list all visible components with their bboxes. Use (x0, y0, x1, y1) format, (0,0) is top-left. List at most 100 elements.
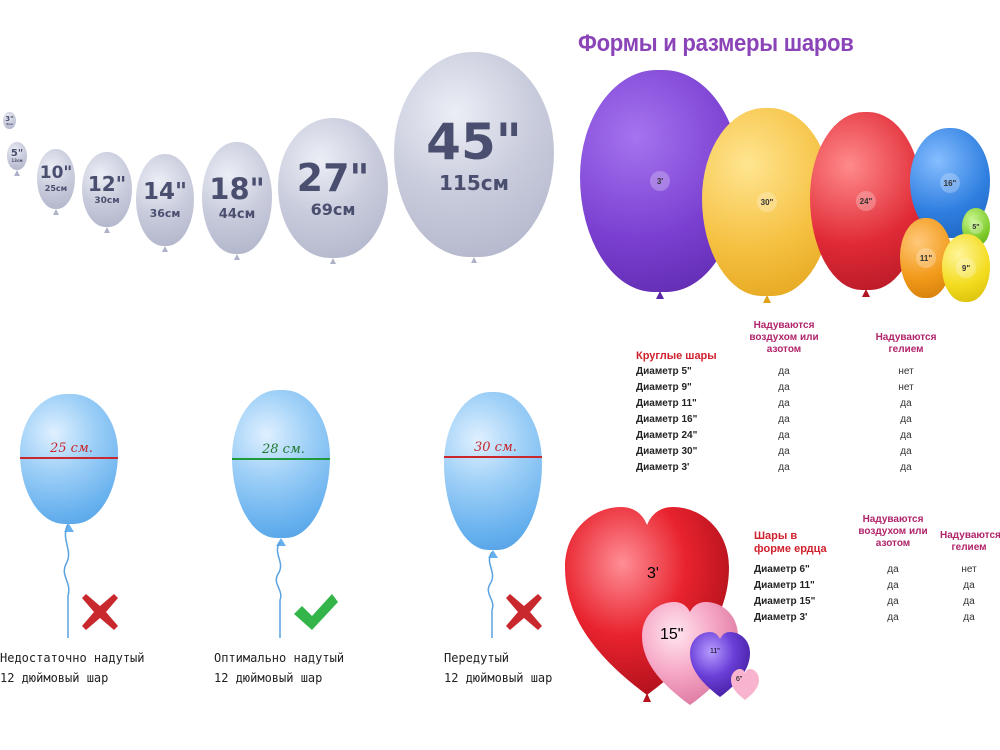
balloon-label: 30" (757, 192, 777, 212)
air-cell: да (887, 612, 899, 623)
air-cell: да (778, 366, 790, 377)
round-balloons-table: Надуваются воздухом или азотом Надуваютс… (636, 320, 976, 480)
table-heading: Круглые шары (636, 350, 717, 362)
cm-label: 44см (218, 207, 256, 222)
balloon-3in: 3" 8см (3, 112, 16, 129)
air-cell: да (887, 596, 899, 607)
caption-under: Недостаточно надутый 12 дюймовый шар (0, 648, 145, 688)
measure-label: 28 см. (262, 442, 305, 457)
helium-cell: да (900, 398, 912, 409)
helium-cell: нет (898, 382, 914, 393)
row-label: Диаметр 11" (636, 398, 697, 409)
balloon-strings (63, 523, 494, 638)
cross-icon (506, 594, 542, 630)
table-heading: Шары в форме ердца (754, 530, 827, 555)
balloon-14in: 14" 36см (136, 154, 194, 252)
heart-label: 11" (710, 648, 720, 655)
size-label: 45" (426, 112, 522, 171)
cm-label: 69см (310, 199, 356, 219)
heart-label: 15" (660, 626, 684, 643)
balloon-10in: 10" 25см (37, 149, 75, 215)
size-label: 10" (39, 163, 73, 183)
helium-cell: да (900, 446, 912, 457)
air-cell: да (778, 430, 790, 441)
balloon-45in: 45" 115см (394, 52, 554, 263)
measure-line (444, 456, 542, 458)
measure-line (20, 457, 118, 459)
balloon-label: 9" (956, 258, 976, 278)
size-label: 27" (296, 155, 370, 200)
row-label: Диаметр 30" (636, 446, 698, 457)
balloon-label: 3' (650, 171, 670, 191)
balloon-label: 16" (940, 173, 960, 193)
measure-label: 30 см. (474, 440, 517, 455)
col-helium-header: Надуваются гелием (940, 530, 1000, 553)
cm-label: 25см (44, 184, 68, 193)
size-label: 12" (87, 171, 127, 196)
helium-cell: да (963, 580, 975, 591)
size-label: 18" (209, 172, 265, 206)
balloon-5in: 5" 13см (7, 142, 27, 176)
size-label: 3" (5, 114, 14, 123)
size-label: 5" (10, 148, 24, 159)
blue-balloon-optimal (232, 390, 330, 546)
heart-balloons-table: Шары в форме ердца Надуваются воздухом и… (752, 514, 1000, 634)
air-cell: да (778, 446, 790, 457)
cm-label: 30см (94, 195, 120, 206)
size-label: 14" (143, 179, 187, 205)
balloon-label: 5" (969, 220, 983, 234)
page-title: Формы и размеры шаров (578, 30, 854, 57)
air-cell: да (778, 398, 790, 409)
balloon-27in: 27" 69см (278, 118, 388, 264)
caption-line1: Недостаточно надутый (0, 651, 145, 665)
balloon-label: 11" (916, 248, 936, 268)
row-label: Диаметр 15" (754, 596, 816, 607)
caption-over: Передутый 12 дюймовый шар (444, 648, 552, 688)
cm-label: 36см (149, 207, 181, 220)
air-cell: да (778, 414, 790, 425)
helium-cell: да (963, 596, 975, 607)
cross-icon (82, 594, 118, 630)
caption-optimal: Оптимально надутый 12 дюймовый шар (214, 648, 344, 688)
row-label: Диаметр 6" (754, 564, 810, 575)
row-label: Диаметр 3' (636, 462, 690, 473)
measure-label: 25 см. (50, 441, 93, 456)
helium-cell: да (900, 414, 912, 425)
row-label: Диаметр 3' (754, 612, 808, 623)
helium-cell: нет (898, 366, 914, 377)
caption-line1: Передутый (444, 651, 510, 665)
col-air-header: Надуваются воздухом или азотом (858, 514, 928, 549)
caption-line2: 12 дюймовый шар (0, 671, 109, 685)
helium-cell: да (900, 430, 912, 441)
cm-label: 115см (439, 170, 509, 195)
air-cell: да (778, 382, 790, 393)
col-air-header: Надуваются воздухом или азотом (749, 320, 819, 355)
air-cell: да (778, 462, 790, 473)
cm-label: 8см (6, 121, 13, 126)
blue-balloon-under (20, 394, 118, 532)
heart-label: 3' (647, 565, 659, 582)
col-helium-header: Надуваются гелием (875, 332, 937, 355)
balloon-18in: 18" 44см (202, 142, 272, 260)
row-label: Диаметр 16" (636, 414, 698, 425)
helium-cell: да (900, 462, 912, 473)
cm-label: 13см (11, 158, 23, 163)
heart-label: 6" (736, 676, 743, 683)
check-icon (294, 594, 338, 630)
helium-cell: нет (961, 564, 977, 575)
air-cell: да (887, 580, 899, 591)
row-label: Диаметр 24" (636, 430, 698, 441)
blue-balloon-over (444, 392, 542, 558)
measure-line (232, 458, 330, 460)
caption-line1: Оптимально надутый (214, 651, 345, 665)
balloon-label: 24" (856, 191, 876, 211)
round-balloon-9in: 9" (942, 234, 990, 302)
caption-line2: 12 дюймовый шар (214, 671, 323, 685)
row-label: Диаметр 9" (636, 382, 692, 393)
heart-balloon-6in (731, 669, 759, 700)
row-label: Диаметр 5" (636, 366, 692, 377)
balloon-12in: 12" 30см (82, 152, 132, 233)
caption-line2: 12 дюймовый шар (444, 671, 553, 685)
row-label: Диаметр 11" (754, 580, 815, 591)
helium-cell: да (963, 612, 975, 623)
